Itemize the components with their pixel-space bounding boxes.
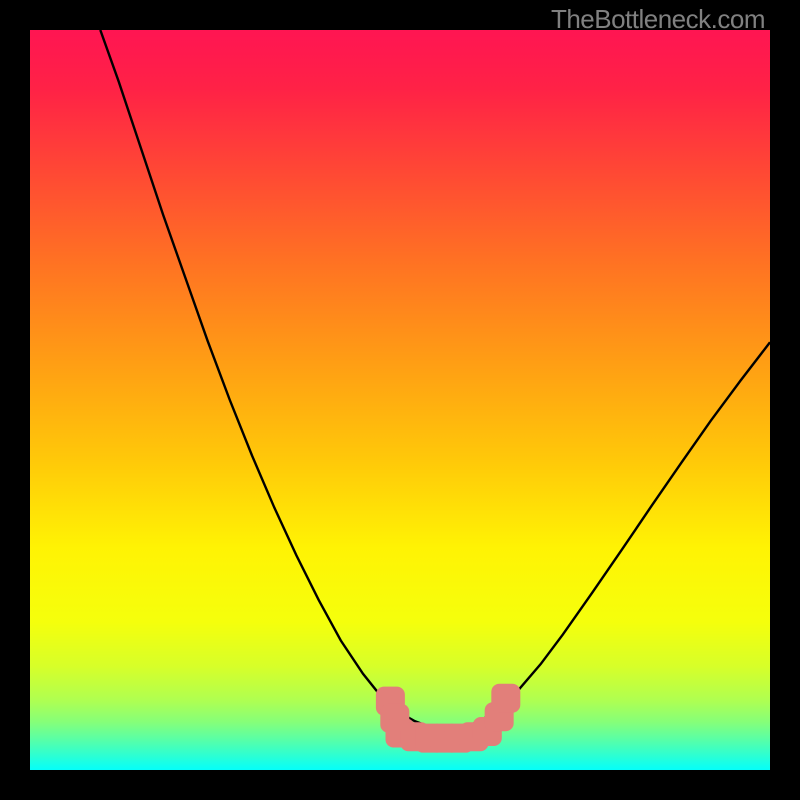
- chart-background: [30, 30, 770, 770]
- watermark-text: TheBottleneck.com: [551, 4, 765, 35]
- chart-svg: [30, 30, 770, 770]
- marker-point: [491, 684, 520, 713]
- chart-plot-area: [30, 30, 770, 770]
